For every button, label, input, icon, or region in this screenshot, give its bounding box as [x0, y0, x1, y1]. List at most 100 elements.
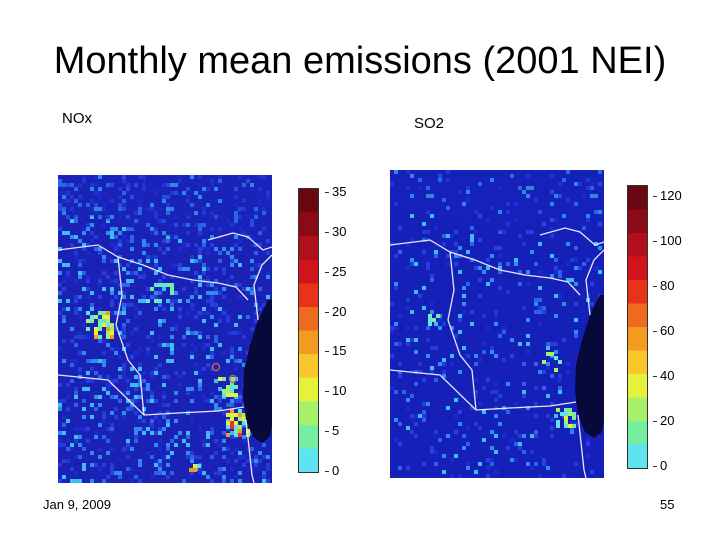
emission-cell [162, 231, 166, 235]
emission-cell [518, 234, 522, 238]
emission-cell [86, 439, 90, 443]
emission-cell [466, 186, 470, 190]
emission-cell [110, 311, 114, 315]
emission-cell [262, 175, 266, 179]
emission-cell [162, 319, 166, 323]
emission-cell [566, 170, 570, 174]
emission-hotspot-cell [572, 412, 576, 416]
colorbar-tick-mark [325, 231, 329, 233]
emission-cell [582, 194, 586, 198]
emission-cell [430, 446, 434, 450]
emission-cell [102, 259, 106, 263]
emission-cell [522, 190, 526, 194]
emission-cell [206, 247, 210, 251]
emission-cell [466, 250, 470, 254]
emission-cell [222, 479, 226, 483]
emission-cell [166, 195, 170, 199]
emission-cell [410, 174, 414, 178]
emission-cell [170, 327, 174, 331]
emission-cell [198, 295, 202, 299]
emission-cell [518, 442, 522, 446]
emission-cell [466, 426, 470, 430]
emission-cell [110, 291, 114, 295]
emission-cell [206, 267, 210, 271]
emission-cell [422, 306, 426, 310]
emission-cell [94, 431, 98, 435]
colorbar-tick-label: 20 [660, 413, 675, 428]
emission-cell [206, 311, 210, 315]
emission-cell [106, 383, 110, 387]
emission-cell [210, 179, 214, 183]
emission-cell [158, 447, 162, 451]
emission-cell [230, 431, 234, 435]
emission-cell [122, 327, 126, 331]
emission-cell [114, 247, 118, 251]
emission-cell [250, 459, 254, 463]
emission-cell [514, 218, 518, 222]
emission-cell [130, 403, 134, 407]
emission-cell [194, 191, 198, 195]
emission-hotspot-cell [86, 319, 90, 323]
emission-cell [458, 370, 462, 374]
emission-cell [542, 458, 546, 462]
emission-cell [254, 211, 258, 215]
emission-cell [98, 403, 102, 407]
emission-cell [90, 367, 94, 371]
emission-cell [206, 343, 210, 347]
emission-cell [490, 446, 494, 450]
emission-cell [454, 254, 458, 258]
emission-hotspot-cell [546, 352, 550, 356]
emission-cell [446, 206, 450, 210]
emission-cell [154, 443, 158, 447]
emission-cell [486, 466, 490, 470]
emission-cell [458, 474, 462, 478]
emission-cell [62, 339, 66, 343]
emission-cell [530, 466, 534, 470]
emission-cell [486, 458, 490, 462]
emission-cell [478, 294, 482, 298]
emission-cell [594, 210, 598, 214]
emission-cell [490, 346, 494, 350]
emission-cell [230, 451, 234, 455]
emission-hotspot-cell [238, 413, 242, 417]
emission-cell [150, 375, 154, 379]
emission-cell [130, 239, 134, 243]
emission-cell [202, 319, 206, 323]
emission-hotspot-cell [197, 464, 201, 468]
emission-cell [170, 439, 174, 443]
emission-cell [166, 299, 170, 303]
emission-cell [198, 335, 202, 339]
emission-cell [162, 391, 166, 395]
emission-hotspot-cell [234, 393, 238, 397]
emission-hotspot-cell [242, 417, 246, 421]
emission-cell [110, 383, 114, 387]
emission-cell [530, 230, 534, 234]
emission-cell [130, 479, 134, 483]
emission-cell [142, 239, 146, 243]
emission-cell [598, 210, 602, 214]
emission-cell [198, 471, 202, 475]
emission-hotspot-cell [432, 318, 436, 322]
emission-cell [174, 435, 178, 439]
emission-hotspot-cell [90, 319, 94, 323]
emission-cell [90, 215, 94, 219]
emission-cell [146, 223, 150, 227]
emission-cell [110, 303, 114, 307]
emission-cell [494, 414, 498, 418]
emission-cell [106, 231, 110, 235]
emission-cell [234, 203, 238, 207]
emission-cell [166, 447, 170, 451]
emission-cell [494, 450, 498, 454]
emission-cell [58, 407, 62, 411]
emission-cell [106, 183, 110, 187]
emission-cell [186, 215, 190, 219]
emission-cell [158, 335, 162, 339]
emission-cell [106, 475, 110, 479]
emission-cell [490, 206, 494, 210]
emission-cell [162, 383, 166, 387]
emission-cell [406, 242, 410, 246]
emission-cell [206, 187, 210, 191]
emission-cell [166, 183, 170, 187]
emission-hotspot-cell [234, 425, 238, 429]
emission-hotspot-cell [98, 327, 102, 331]
